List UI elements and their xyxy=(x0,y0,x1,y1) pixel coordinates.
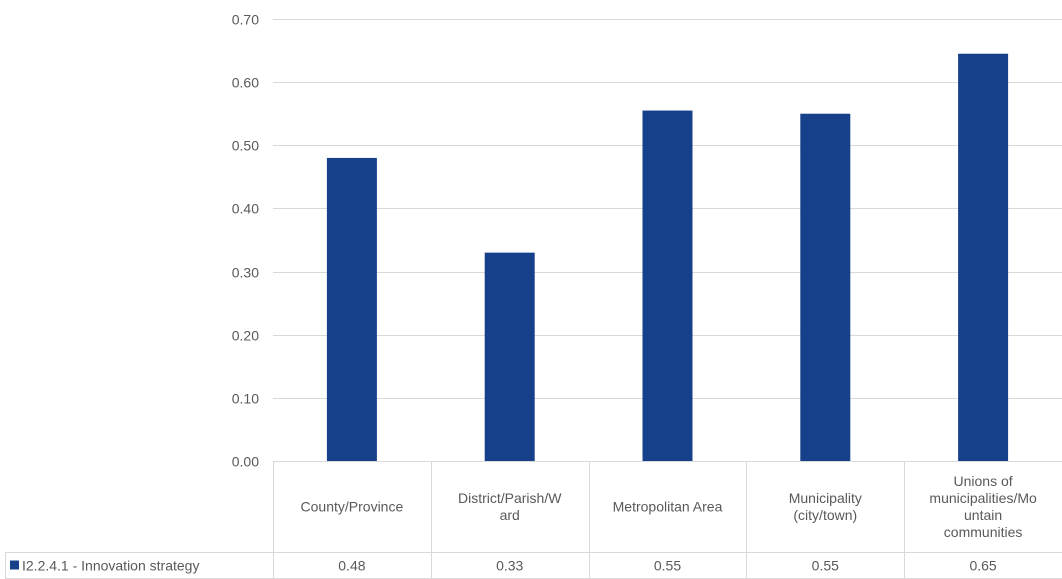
category-label: Metropolitan Area xyxy=(613,499,723,515)
y-axis-ticks: 0.00 0.10 0.20 0.30 0.40 0.50 0.60 0.70 xyxy=(232,12,259,470)
y-tick-label: 0.70 xyxy=(232,12,259,28)
y-tick-label: 0.30 xyxy=(232,265,259,281)
y-tick-label: 0.10 xyxy=(232,391,259,407)
bar xyxy=(800,113,851,461)
data-value-label: 0.48 xyxy=(338,558,365,574)
legend-swatch xyxy=(10,560,19,570)
data-value-label: 0.65 xyxy=(969,558,996,574)
legend-series-name: I2.2.4.1 - Innovation strategy xyxy=(22,558,199,574)
y-tick-label: 0.40 xyxy=(232,201,259,217)
category-label: County/Province xyxy=(301,499,404,515)
bars xyxy=(326,53,1009,462)
category-label: District/Parish/W ard xyxy=(458,490,562,523)
y-tick-label: 0.60 xyxy=(232,75,259,91)
data-value-label: 0.55 xyxy=(654,558,681,574)
bar xyxy=(958,53,1009,461)
data-table: County/Province District/Parish/W ard Metro… xyxy=(5,461,1062,579)
y-tick-label: 0.00 xyxy=(232,454,259,470)
category-label: Unions of municipalities/Mo untain communit… xyxy=(929,473,1037,540)
y-tick-label: 0.50 xyxy=(232,138,259,154)
bar xyxy=(326,157,377,461)
category-label: Municipality (city/town) xyxy=(789,490,862,523)
bar xyxy=(484,252,535,461)
bar xyxy=(642,110,693,462)
y-tick-label: 0.20 xyxy=(232,328,259,344)
data-value-label: 0.33 xyxy=(496,558,523,574)
data-value-label: 0.55 xyxy=(812,558,839,574)
